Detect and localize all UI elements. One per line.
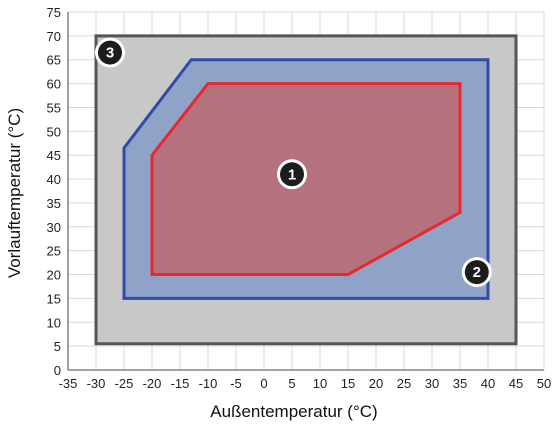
- y-tick-label: 20: [47, 268, 61, 283]
- x-axis-title: Außentemperatur (°C): [210, 402, 377, 421]
- y-tick-label: 15: [47, 291, 61, 306]
- y-tick-label: 30: [47, 220, 61, 235]
- x-tick-label: -15: [171, 376, 190, 391]
- x-tick-label: -30: [87, 376, 106, 391]
- x-tick-labels: -35 -30 -25 -20 -15 -10 -5 0 5 10 15 20 25 30 35 40 45 50: [59, 376, 552, 391]
- y-axis-title: Vorlauftemperatur (°C): [5, 108, 24, 278]
- x-tick-label: 45: [509, 376, 523, 391]
- x-tick-label: 40: [481, 376, 495, 391]
- badge-1: [280, 162, 304, 187]
- y-tick-label: 35: [47, 196, 61, 211]
- x-tick-label: 35: [453, 376, 467, 391]
- x-tick-label: 50: [537, 376, 551, 391]
- y-tick-label: 55: [47, 100, 61, 115]
- y-tick-label: 10: [47, 315, 61, 330]
- y-tick-label: 65: [47, 53, 61, 68]
- x-tick-label: 0: [260, 376, 267, 391]
- x-tick-label: 15: [341, 376, 355, 391]
- y-tick-label: 70: [47, 29, 61, 44]
- regions: [94, 34, 518, 346]
- x-tick-label: -25: [115, 376, 134, 391]
- y-tick-label: 60: [47, 77, 61, 92]
- y-tick-label: 50: [47, 124, 61, 139]
- y-tick-labels: 0 5 10 15 20 25 30 35 40 45 50 55 60 65 70 75: [47, 5, 61, 378]
- badge-label-1: 1: [288, 166, 296, 183]
- x-tick-label: -20: [143, 376, 162, 391]
- y-tick-label: 40: [47, 172, 61, 187]
- badge-label-3: 3: [106, 45, 114, 62]
- x-tick-label: 20: [369, 376, 383, 391]
- badges: 3 1 2: [95, 37, 492, 288]
- x-tick-label: 10: [313, 376, 327, 391]
- x-tick-label: -5: [230, 376, 242, 391]
- badge-2: [464, 260, 489, 285]
- y-tick-label: 75: [47, 5, 61, 20]
- x-tick-label: 30: [425, 376, 439, 391]
- y-tick-label: 5: [54, 339, 61, 354]
- badge-label-2: 2: [473, 264, 481, 281]
- x-tick-label: 25: [397, 376, 411, 391]
- y-tick-label: 45: [47, 148, 61, 163]
- y-tick-label: 0: [54, 363, 61, 378]
- x-tick-label: 5: [288, 376, 295, 391]
- badge-3: [98, 40, 122, 65]
- x-tick-label: -35: [59, 376, 78, 391]
- y-tick-label: 25: [47, 244, 61, 259]
- x-tick-label: -10: [199, 376, 218, 391]
